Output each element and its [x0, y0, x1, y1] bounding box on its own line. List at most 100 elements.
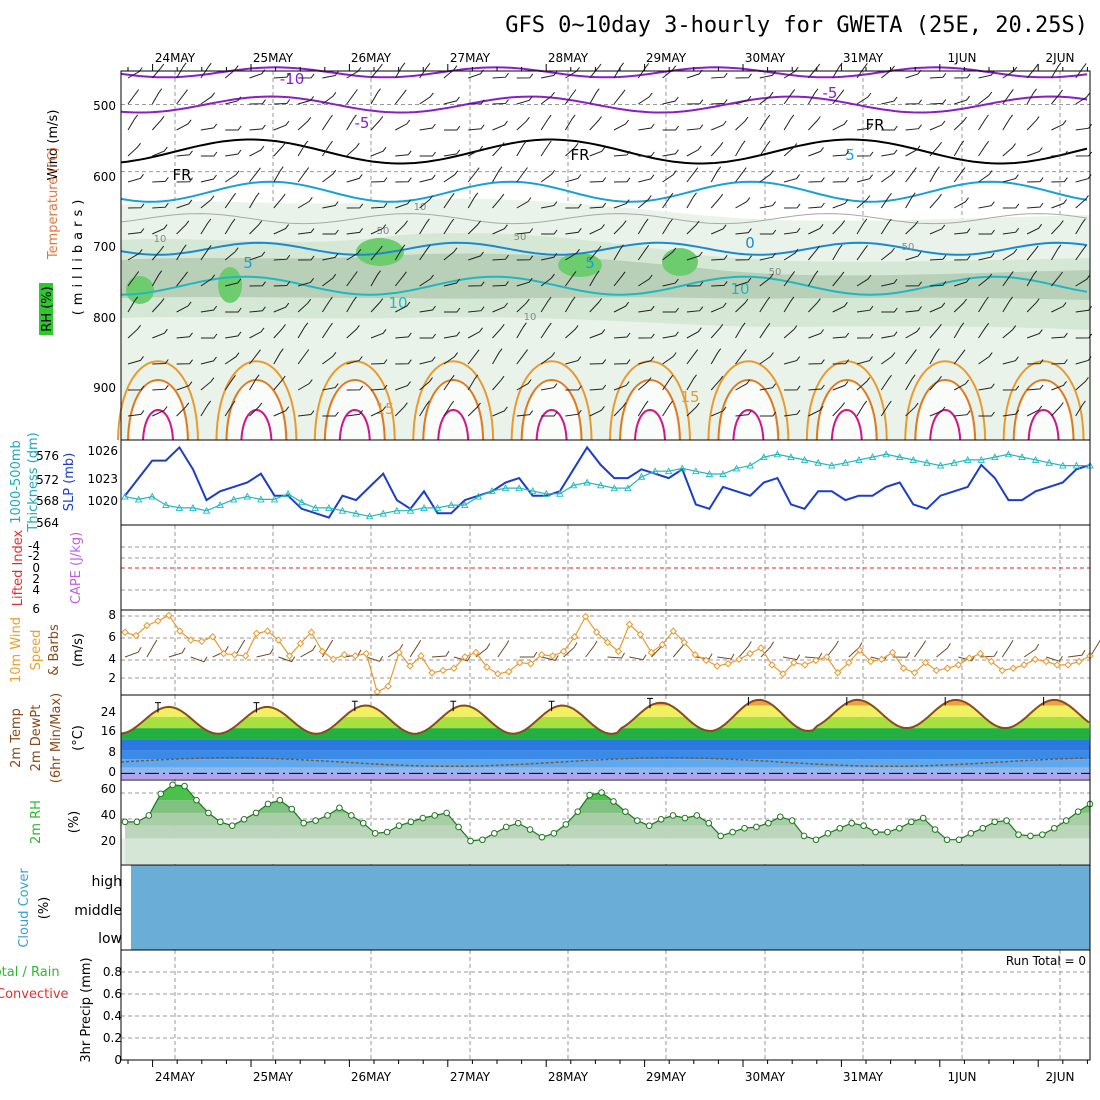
- panel-precip-frame: [120, 949, 1091, 1061]
- wind-barb: [638, 123, 655, 131]
- isotherm-25-arch: [929, 409, 962, 441]
- wind-barb: [200, 400, 212, 417]
- thickness-marker: [243, 492, 252, 500]
- wind-barb: [176, 244, 187, 261]
- rh-marker: [633, 817, 641, 824]
- wind-barb: [686, 192, 697, 209]
- wind-speed-marker: [143, 621, 151, 630]
- wind-barb: [346, 203, 364, 209]
- wind-barb: [905, 306, 922, 313]
- wind-barb: [905, 192, 916, 209]
- wind-barb: [249, 306, 266, 313]
- thickness-marker: [583, 478, 591, 486]
- wind-barb: [807, 270, 819, 287]
- rh-marker: [943, 836, 951, 844]
- wind-barb: [370, 224, 387, 235]
- bottom-date-label: 24MAY: [155, 1070, 196, 1084]
- wind-barb: [565, 143, 579, 157]
- wind-speed-marker: [636, 630, 645, 639]
- wind-barb: [711, 255, 728, 261]
- rh-marker: [812, 836, 820, 844]
- wind-barb: [225, 125, 242, 131]
- rh-marker: [371, 830, 379, 837]
- surface-wind-barb: [563, 642, 578, 658]
- wind-barb: [273, 193, 286, 209]
- wind-barb: [492, 72, 509, 79]
- isotherm-25-arch: [437, 409, 470, 441]
- rh-marker: [383, 828, 391, 836]
- wind-units: (m/s): [71, 633, 86, 667]
- wind-barb: [321, 322, 333, 339]
- wind-barb: [346, 356, 363, 365]
- wind-barb: [273, 254, 291, 261]
- contour-label: -5: [823, 84, 838, 102]
- wind-speed-marker: [625, 620, 634, 629]
- wind-barb: [856, 245, 868, 261]
- rh-marker: [538, 833, 546, 841]
- wind-barb: [249, 349, 261, 365]
- wind-barb: [419, 63, 431, 79]
- wind-barb: [929, 166, 940, 183]
- wind-barb: [1026, 270, 1037, 287]
- wind-barb: [978, 229, 995, 235]
- wind-barb: [735, 116, 749, 131]
- rh-legend-swatch: [39, 283, 53, 335]
- wind-speed-marker: [1075, 657, 1083, 666]
- wind-barb: [152, 359, 169, 365]
- wind-barb: [176, 89, 188, 105]
- wind-speed-marker: [581, 612, 590, 621]
- wind-barb: [492, 324, 505, 339]
- wind-speed-marker: [154, 617, 162, 625]
- wind-barb: [346, 114, 357, 131]
- wind-barb: [856, 123, 874, 131]
- wind-barb: [297, 298, 312, 313]
- wind-barb: [880, 65, 895, 79]
- wind-barb: [395, 359, 412, 365]
- precip-ytick: 0: [114, 1053, 122, 1067]
- wind-barb: [224, 170, 240, 183]
- contour-label: 50: [514, 232, 527, 243]
- wind-barb: [541, 201, 558, 209]
- wind-barb: [662, 307, 679, 313]
- wind-barb: [613, 271, 626, 287]
- isotherm-20-arch: [619, 379, 681, 441]
- temp-maxmin-bar: [155, 702, 161, 713]
- wind-barb: [176, 220, 190, 235]
- contour-label: 0: [745, 234, 755, 252]
- wind-speed-marker: [768, 661, 776, 669]
- wind-barb: [978, 273, 993, 287]
- surface-wind-barb: [826, 640, 839, 658]
- wind-barb: [954, 228, 971, 235]
- thickness-marker: [270, 495, 279, 503]
- upper-air-ylabel: (millibars): [71, 195, 86, 316]
- temp-label-1: 2m Temp: [9, 708, 24, 768]
- wind-barb: [613, 89, 626, 105]
- top-date-label: 27MAY: [450, 51, 491, 65]
- slp-yticks: 576 572 568 564 1026 1023 1020: [36, 444, 118, 530]
- wind-barb: [151, 245, 165, 261]
- surface-wind-barb: [475, 643, 491, 658]
- li-yticks: -4 -2 0 2 4 6: [28, 539, 40, 616]
- wind-speed-marker: [856, 646, 864, 654]
- isotherm-20-arch: [717, 379, 780, 441]
- rh-marker: [729, 828, 736, 836]
- contour-label: 10: [524, 312, 537, 323]
- wind-barb: [832, 359, 850, 365]
- wind-barb: [467, 192, 479, 209]
- wind-barb: [905, 374, 916, 391]
- wind-barb: [297, 278, 314, 287]
- precip-ytick: 0.4: [103, 1009, 122, 1023]
- wind-barb: [613, 359, 631, 365]
- wind-barb: [565, 325, 579, 339]
- wind-barb: [127, 89, 140, 105]
- wind-barb: [273, 120, 290, 131]
- wind-barb: [686, 167, 699, 183]
- wind-barb: [152, 146, 168, 157]
- wind-barb: [394, 89, 407, 105]
- wind-barb: [1075, 274, 1091, 287]
- wind-barb: [176, 62, 187, 79]
- wind-barb: [370, 384, 388, 391]
- wind-barb: [492, 193, 505, 209]
- wind-barb: [152, 177, 169, 183]
- thickness-marker: [134, 495, 143, 503]
